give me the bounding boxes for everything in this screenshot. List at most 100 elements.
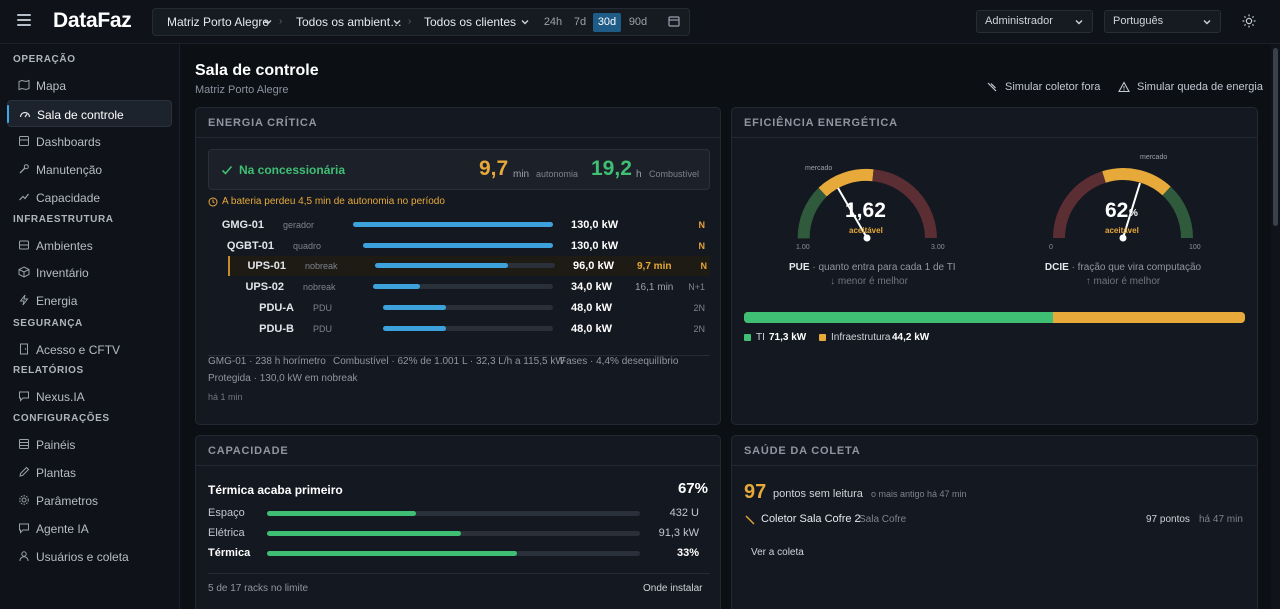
equipment-name: UPS-02 — [245, 281, 284, 293]
sidebar-item-ambientes[interactable]: Ambientes — [7, 232, 172, 259]
sidebar-item-sala-de-controle[interactable]: Sala de controle — [7, 100, 172, 127]
sidebar-item-energia[interactable]: Energia — [7, 287, 172, 314]
simulate-power-button[interactable]: Simular queda de energia — [1118, 81, 1263, 93]
range-24h[interactable]: 24h — [543, 16, 563, 28]
sidebar-item-dashboards[interactable]: Dashboards — [7, 128, 172, 155]
sidebar-item-label: Usuários e coleta — [36, 550, 129, 564]
updated-time: há 1 min — [208, 392, 243, 402]
collection-health-card: SAÚDE DA COLETA 97 pontos sem leitura o … — [731, 435, 1258, 609]
pue-market-label: mercado — [805, 165, 833, 172]
role-select[interactable]: Administrador — [976, 10, 1093, 33]
sidebar-item-label: Energia — [36, 294, 78, 308]
fuel-detail: Combustível · 62% de 1.001 L · 32,3 L/h … — [333, 356, 565, 367]
capacity-track — [267, 511, 640, 516]
capacity-value: 33% — [676, 547, 699, 559]
door-icon — [20, 343, 28, 355]
redundancy-level: N+1 — [688, 282, 705, 292]
pue-title: PUE — [789, 262, 810, 273]
logo[interactable]: DataFaz — [53, 9, 132, 32]
server-icon — [19, 240, 29, 250]
pue-value: 1,62 — [845, 199, 886, 222]
range-30d[interactable]: 30d — [593, 13, 621, 32]
sidebar-item-label: Plantas — [36, 466, 77, 480]
card-header: SAÚDE DA COLETA — [732, 436, 1257, 466]
divider — [208, 573, 710, 574]
power-chain-row[interactable]: PDU-A PDU 48,0 kW 2N — [208, 298, 710, 318]
fuel-value: 19,2 — [591, 157, 632, 180]
equipment-type: PDU — [313, 324, 333, 334]
wrench-icon — [19, 164, 29, 174]
redundancy-level: N — [698, 241, 706, 251]
power-chain-row[interactable]: UPS-02 nobreak 34,0 kW 16,1 min N+1 — [208, 277, 710, 297]
sidebar-item-mapa[interactable]: Mapa — [7, 72, 172, 99]
capacity-row: Espaço 432 U — [208, 507, 710, 521]
scrollbar-thumb[interactable] — [1273, 48, 1278, 226]
sidebar-item-inventario[interactable]: Inventário — [7, 259, 172, 286]
environment-select[interactable]: Todos os ambient… — [296, 15, 403, 29]
sidebar-item-label: Sala de controle — [37, 108, 124, 122]
sidebar-item-label: Nexus.IA — [36, 390, 85, 404]
range-7d[interactable]: 7d — [573, 16, 587, 28]
power-status: Na concessionária — [239, 163, 346, 177]
infra-legend-swatch — [819, 334, 826, 341]
dcie-gauge — [1053, 168, 1194, 242]
chevron-down-icon — [264, 20, 272, 25]
menu-icon[interactable] — [17, 14, 31, 28]
load-track — [353, 222, 553, 227]
sidebar-item-plantas[interactable]: Plantas — [7, 459, 172, 486]
equipment-type: gerador — [283, 220, 315, 230]
simulate-collector-label: Simular coletor fora — [1005, 81, 1101, 93]
sidebar-item-parametros[interactable]: Parâmetros — [7, 487, 172, 514]
capacity-headline: Térmica acaba primeiro — [208, 483, 343, 497]
load-fill — [353, 222, 553, 227]
capacity-label: Elétrica — [208, 527, 245, 539]
view-collection-link[interactable]: Ver a coleta — [751, 547, 804, 558]
sidebar-item-label: Parâmetros — [36, 494, 99, 508]
power-chain-row[interactable]: QGBT-01 quadro 130,0 kW N — [208, 236, 710, 256]
redundancy-level: N — [698, 220, 706, 230]
simulate-collector-button[interactable]: Simular coletor fora — [987, 81, 1101, 93]
sidebar-item-manutencao[interactable]: Manutenção — [7, 156, 172, 183]
dcie-bad-zone — [1053, 171, 1106, 239]
it-legend-label: TI — [756, 332, 765, 343]
top-bar: DataFaz Matriz Porto Alegre › Todos os a… — [0, 0, 1280, 44]
sidebar-item-capacidade[interactable]: Capacidade — [7, 184, 172, 211]
gauge-pivot — [863, 234, 871, 242]
dcie-hint: ↑ maior é melhor — [1085, 276, 1161, 287]
page-scrollbar[interactable] — [1271, 44, 1280, 609]
pue-hint: ↓ menor é melhor — [830, 276, 908, 287]
range-90d[interactable]: 90d — [628, 16, 648, 28]
critical-power-card: ENERGIA CRÍTICA Na concessionária 9,7 mi… — [195, 107, 721, 425]
dcie-min: 0 — [1049, 244, 1053, 251]
sidebar-item-acesso[interactable]: Acesso e CFTV — [7, 336, 172, 363]
equipment-name: PDU-A — [259, 302, 294, 314]
sidebar-item-nexus[interactable]: Nexus.IA — [7, 383, 172, 410]
power-chain-row[interactable]: PDU-B PDU 48,0 kW 2N — [208, 319, 710, 339]
collector-name[interactable]: Coletor Sala Cofre 2 — [761, 513, 861, 525]
load-fill — [375, 263, 509, 268]
page-title: Sala de controle — [195, 62, 319, 79]
where-to-install-link[interactable]: Onde instalar — [643, 583, 703, 594]
check-icon — [221, 165, 233, 175]
site-select[interactable]: Matriz Porto Alegre — [167, 15, 270, 29]
load-track — [383, 326, 553, 331]
panels-icon — [19, 439, 29, 449]
power-chain-row[interactable]: GMG-01 gerador 130,0 kW N — [208, 215, 710, 235]
power-chain-row[interactable]: UPS-01 nobreak 96,0 kW 9,7 min N — [228, 256, 710, 276]
sidebar-item-paineis[interactable]: Painéis — [7, 431, 172, 458]
dcie-status: aceitável — [1105, 226, 1139, 235]
calendar-icon[interactable] — [667, 14, 681, 28]
pue-needle — [837, 187, 868, 239]
gauge-icon — [19, 111, 31, 118]
client-select[interactable]: Todos os clientes — [424, 15, 517, 29]
missing-points-count: 97 — [744, 481, 767, 503]
collector-age: há 47 min — [1199, 514, 1243, 525]
sidebar-item-usuarios[interactable]: Usuários e coleta — [7, 543, 172, 570]
language-select[interactable]: Português — [1104, 10, 1221, 33]
equipment-name: GMG-01 — [221, 219, 264, 231]
theme-toggle-icon[interactable] — [1242, 14, 1256, 28]
sidebar-item-agente[interactable]: Agente IA — [7, 515, 172, 542]
missing-points-label: pontos sem leitura — [773, 488, 863, 500]
dcie-caption: DCIE · fração que vira computação — [1043, 262, 1203, 273]
load-track — [375, 263, 555, 268]
